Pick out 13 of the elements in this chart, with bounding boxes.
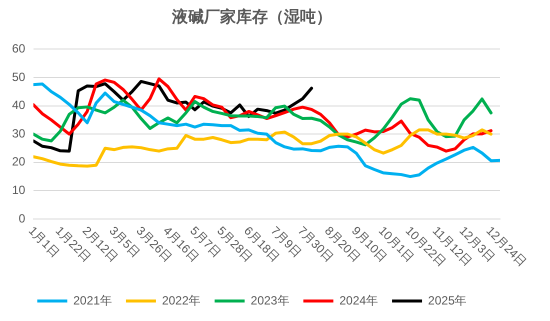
y-tick-label: 50 (12, 70, 26, 84)
legend-label: 2024年 (339, 293, 378, 308)
y-tick-label: 0 (18, 211, 26, 226)
legend-label: 2022年 (162, 293, 201, 308)
y-tick-label: 10 (12, 183, 26, 198)
legend-label: 2021年 (73, 293, 112, 308)
legend-label: 2023年 (250, 293, 290, 308)
y-tick-label: 60 (12, 42, 26, 56)
y-tick-label: 20 (12, 154, 26, 169)
legend-label: 2025年 (428, 293, 467, 308)
y-tick-label: 30 (12, 126, 26, 140)
chart-title: 液碱厂家库存（湿吨） (171, 7, 332, 26)
y-tick-label: 40 (12, 98, 26, 112)
